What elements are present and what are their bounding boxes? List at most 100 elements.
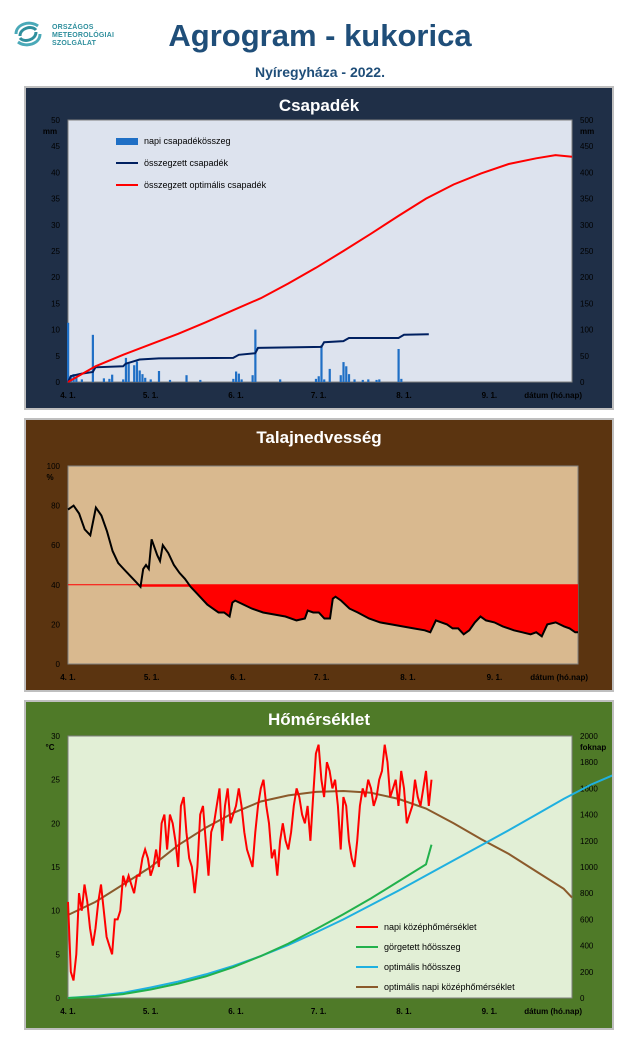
y-left-tick-label: 30 bbox=[51, 221, 60, 230]
soil-moisture-panel: Talajnedvesség 0 20 40 60 80 100% 4. 1. 5. 1. 6.… bbox=[24, 418, 614, 692]
precipitation-panel: Csapadék 0 5 10 15 20 25 30 35 40 45 50 mm 0 50 100 150… bbox=[24, 86, 614, 410]
y-left-tick-label: 30 bbox=[51, 732, 60, 741]
plot-area bbox=[67, 119, 573, 383]
y-left-tick-label: 35 bbox=[51, 195, 60, 204]
y-right-tick-label: 100 bbox=[580, 326, 594, 335]
temperature-panel: Hőmérséklet 0 5 10 15 20 25 30 °C 0 200 400 600 800 1… bbox=[24, 700, 614, 1030]
y-left-tick-label: 45 bbox=[51, 142, 60, 151]
plot-area bbox=[67, 735, 573, 999]
y-left-tick-label: 20 bbox=[51, 819, 60, 828]
daily-precipitation-bar bbox=[314, 378, 318, 382]
logo-swirl-icon bbox=[14, 21, 42, 47]
y-left-tick-label: 20 bbox=[51, 620, 60, 629]
y-left-unit-label: % bbox=[46, 473, 53, 482]
y-right-tick-label: 1200 bbox=[580, 837, 598, 846]
x-tick-label: 6. 1. bbox=[228, 391, 244, 400]
y-right-tick-label: 1000 bbox=[580, 863, 598, 872]
optimal-cumulative-precipitation-line bbox=[67, 154, 573, 383]
daily-precipitation-bar bbox=[320, 345, 323, 382]
daily-precipitation-bar bbox=[144, 377, 147, 382]
daily-mean-temperature-line bbox=[67, 744, 433, 981]
y-left-tick-label: 5 bbox=[56, 950, 61, 959]
daily-precipitation-bar bbox=[138, 370, 141, 382]
x-tick-label: 9. 1. bbox=[482, 391, 498, 400]
y-left-tick-label: 25 bbox=[51, 247, 60, 256]
y-right-tick-label: 450 bbox=[580, 142, 594, 151]
y-left-unit-label: mm bbox=[43, 127, 57, 136]
daily-precipitation-bar bbox=[237, 373, 240, 382]
x-tick-label: 6. 1. bbox=[228, 1007, 244, 1016]
daily-precipitation-bar bbox=[235, 371, 238, 382]
x-axis-label: dátum (hó.nap) bbox=[524, 391, 582, 400]
optimal-daily-temperature-line bbox=[67, 789, 573, 916]
legend-label: optimális hőösszeg bbox=[384, 962, 461, 972]
daily-precipitation-bar bbox=[254, 329, 257, 382]
y-right-tick-label: 0 bbox=[580, 378, 585, 387]
y-left-tick-label: 40 bbox=[51, 168, 60, 177]
x-tick-label: 9. 1. bbox=[487, 673, 503, 682]
y-right-tick-label: 1800 bbox=[580, 758, 598, 767]
cumulative-precipitation-line bbox=[67, 333, 429, 383]
daily-precipitation-bar bbox=[375, 379, 378, 382]
daily-precipitation-bar bbox=[127, 363, 130, 382]
x-tick-label: 5. 1. bbox=[143, 1007, 159, 1016]
daily-precipitation-bar bbox=[367, 379, 370, 382]
y-left-tick-label: 0 bbox=[56, 660, 61, 669]
x-tick-label: 7. 1. bbox=[311, 391, 327, 400]
x-tick-label: 4. 1. bbox=[60, 1007, 76, 1016]
y-left-tick-label: 80 bbox=[51, 502, 60, 511]
rolling-heat-sum-line bbox=[67, 844, 433, 999]
daily-precipitation-bar bbox=[361, 379, 364, 382]
daily-precipitation-bar bbox=[122, 379, 125, 382]
daily-precipitation-bar bbox=[168, 379, 172, 382]
soil-moisture-line bbox=[67, 504, 578, 638]
x-tick-label: 8. 1. bbox=[396, 391, 412, 400]
logo-line-2: METEOROLÓGIAI bbox=[52, 32, 115, 39]
daily-precipitation-bar bbox=[141, 374, 144, 382]
y-right-tick-label: 400 bbox=[580, 942, 594, 951]
logo-line-3: SZOLGÁLAT bbox=[52, 40, 97, 47]
y-left-tick-label: 25 bbox=[51, 776, 60, 785]
daily-precipitation-bar bbox=[133, 365, 136, 382]
x-tick-label: 7. 1. bbox=[311, 1007, 327, 1016]
daily-precipitation-bar bbox=[328, 368, 331, 382]
daily-precipitation-bar bbox=[397, 348, 400, 382]
daily-precipitation-bar bbox=[157, 370, 161, 382]
y-right-tick-label: 50 bbox=[580, 352, 589, 361]
precipitation-chart: 0 5 10 15 20 25 30 35 40 45 50 mm 0 50 100 150 200 250 300… bbox=[43, 116, 594, 400]
omsz-logo: ORSZÁGOS METEOROLÓGIAI SZOLGÁLAT bbox=[10, 16, 120, 56]
y-left-tick-label: 0 bbox=[56, 378, 61, 387]
x-tick-label: 7. 1. bbox=[314, 673, 330, 682]
y-right-tick-label: 2000 bbox=[580, 732, 598, 741]
daily-precipitation-bar bbox=[279, 379, 282, 382]
y-left-tick-label: 15 bbox=[51, 863, 60, 872]
daily-precipitation-bar bbox=[400, 378, 403, 382]
daily-precipitation-bar bbox=[317, 376, 320, 382]
y-right-unit-label: mm bbox=[580, 127, 594, 136]
soil-moisture-title: Talajnedvesség bbox=[256, 428, 382, 447]
logo-text: ORSZÁGOS METEOROLÓGIAI SZOLGÁLAT bbox=[52, 24, 114, 48]
x-tick-label: 8. 1. bbox=[396, 1007, 412, 1016]
daily-precipitation-bar bbox=[251, 375, 254, 382]
x-tick-label: 5. 1. bbox=[143, 391, 159, 400]
x-tick-label: 5. 1. bbox=[144, 673, 160, 682]
y-left-tick-label: 20 bbox=[51, 273, 60, 282]
daily-precipitation-bar bbox=[323, 379, 326, 382]
daily-precipitation-bar bbox=[353, 379, 356, 382]
daily-precipitation-bar bbox=[108, 378, 111, 382]
temperature-chart: 0 5 10 15 20 25 30 °C 0 200 400 600 800 1000 1200 1400 1… bbox=[46, 732, 612, 1016]
y-left-unit-label: °C bbox=[46, 743, 55, 752]
y-right-tick-label: 400 bbox=[580, 168, 594, 177]
legend-label: optimális napi középhőmérséklet bbox=[384, 982, 515, 992]
y-left-tick-label: 40 bbox=[51, 581, 60, 590]
daily-precipitation-bar bbox=[149, 379, 152, 382]
daily-precipitation-bar bbox=[75, 377, 78, 382]
soil-moisture-chart: 0 20 40 60 80 100% 4. 1. 5. 1. 6. 1. 7. 1. 8. 1. 9.… bbox=[46, 462, 588, 682]
y-left-tick-label: 10 bbox=[51, 326, 60, 335]
y-right-tick-label: 1400 bbox=[580, 811, 598, 820]
legend-label: összegzett csapadék bbox=[144, 158, 229, 168]
daily-precipitation-bar bbox=[339, 375, 342, 382]
moisture-deficit-area bbox=[140, 584, 578, 637]
page-subtitle: Nyíregyháza - 2022. bbox=[255, 64, 385, 80]
y-left-tick-label: 100 bbox=[47, 462, 61, 471]
